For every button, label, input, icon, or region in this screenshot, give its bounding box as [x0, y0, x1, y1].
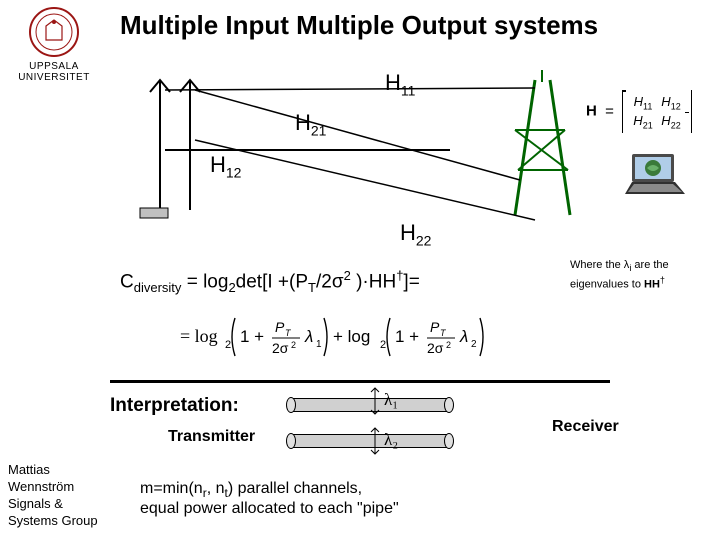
label-h12: H12 [210, 152, 241, 180]
lambda2-label: λ₂ [384, 430, 398, 450]
lambda1-arrow-icon [368, 386, 382, 416]
svg-text:2σ: 2σ [272, 340, 289, 356]
svg-text:2: 2 [471, 339, 477, 350]
university-name: UPPSALA UNIVERSITET [6, 61, 102, 83]
university-logo-block: UPPSALA UNIVERSITET [6, 6, 102, 83]
svg-text:1: 1 [316, 339, 322, 350]
svg-text:2: 2 [225, 339, 231, 351]
lambda2-arrow-icon [368, 426, 382, 456]
matrix-equation: H = H11H12 H21H22 [586, 90, 692, 133]
university-seal-icon [28, 6, 80, 58]
laptop-icon [620, 150, 690, 200]
svg-text:λ: λ [459, 327, 468, 346]
label-h11: H11 [385, 70, 415, 98]
svg-text:2: 2 [291, 340, 296, 350]
page-title: Multiple Input Multiple Output systems [120, 10, 598, 41]
svg-text:T: T [440, 328, 447, 338]
svg-text:= log: = log [180, 326, 218, 346]
label-h22: H22 [400, 220, 431, 248]
footer-explanation: m=min(nr, nt) parallel channels, equal p… [140, 480, 399, 518]
svg-text:2σ: 2σ [427, 340, 444, 356]
transmitter-label: Transmitter [168, 428, 255, 446]
channel-lines-svg [110, 70, 610, 270]
pipe-diagram: λ₁ λ₂ [290, 390, 540, 460]
label-h21: H21 [295, 110, 326, 138]
svg-text:T: T [285, 328, 292, 338]
svg-text:1 +: 1 + [395, 327, 419, 346]
svg-text:P: P [275, 319, 285, 335]
svg-text:1 +: 1 + [240, 327, 264, 346]
divider [110, 380, 610, 383]
diversity-formula: Cdiversity = log2det[I +(PT/2σ2 )·HH†]= [120, 268, 420, 295]
lambda1-label: λ₁ [384, 390, 398, 410]
svg-text:+ log: + log [333, 327, 370, 346]
mimo-diagram: H11 H21 H12 H22 [110, 70, 610, 270]
svg-text:2: 2 [380, 339, 386, 351]
svg-text:λ: λ [304, 327, 313, 346]
interpretation-heading: Interpretation: [110, 395, 239, 417]
svg-text:2: 2 [446, 340, 451, 350]
eigenvalue-note: Where the λi are the eigenvalues to HH† [570, 258, 700, 292]
svg-text:P: P [430, 319, 440, 335]
expanded-formula: = log 2 1 + PT 2σ2 λ1 + log 2 1 + PT 2σ2… [180, 310, 540, 369]
receiver-label: Receiver [552, 418, 619, 436]
author-block: Mattias Wennström Signals & Systems Grou… [8, 462, 98, 530]
